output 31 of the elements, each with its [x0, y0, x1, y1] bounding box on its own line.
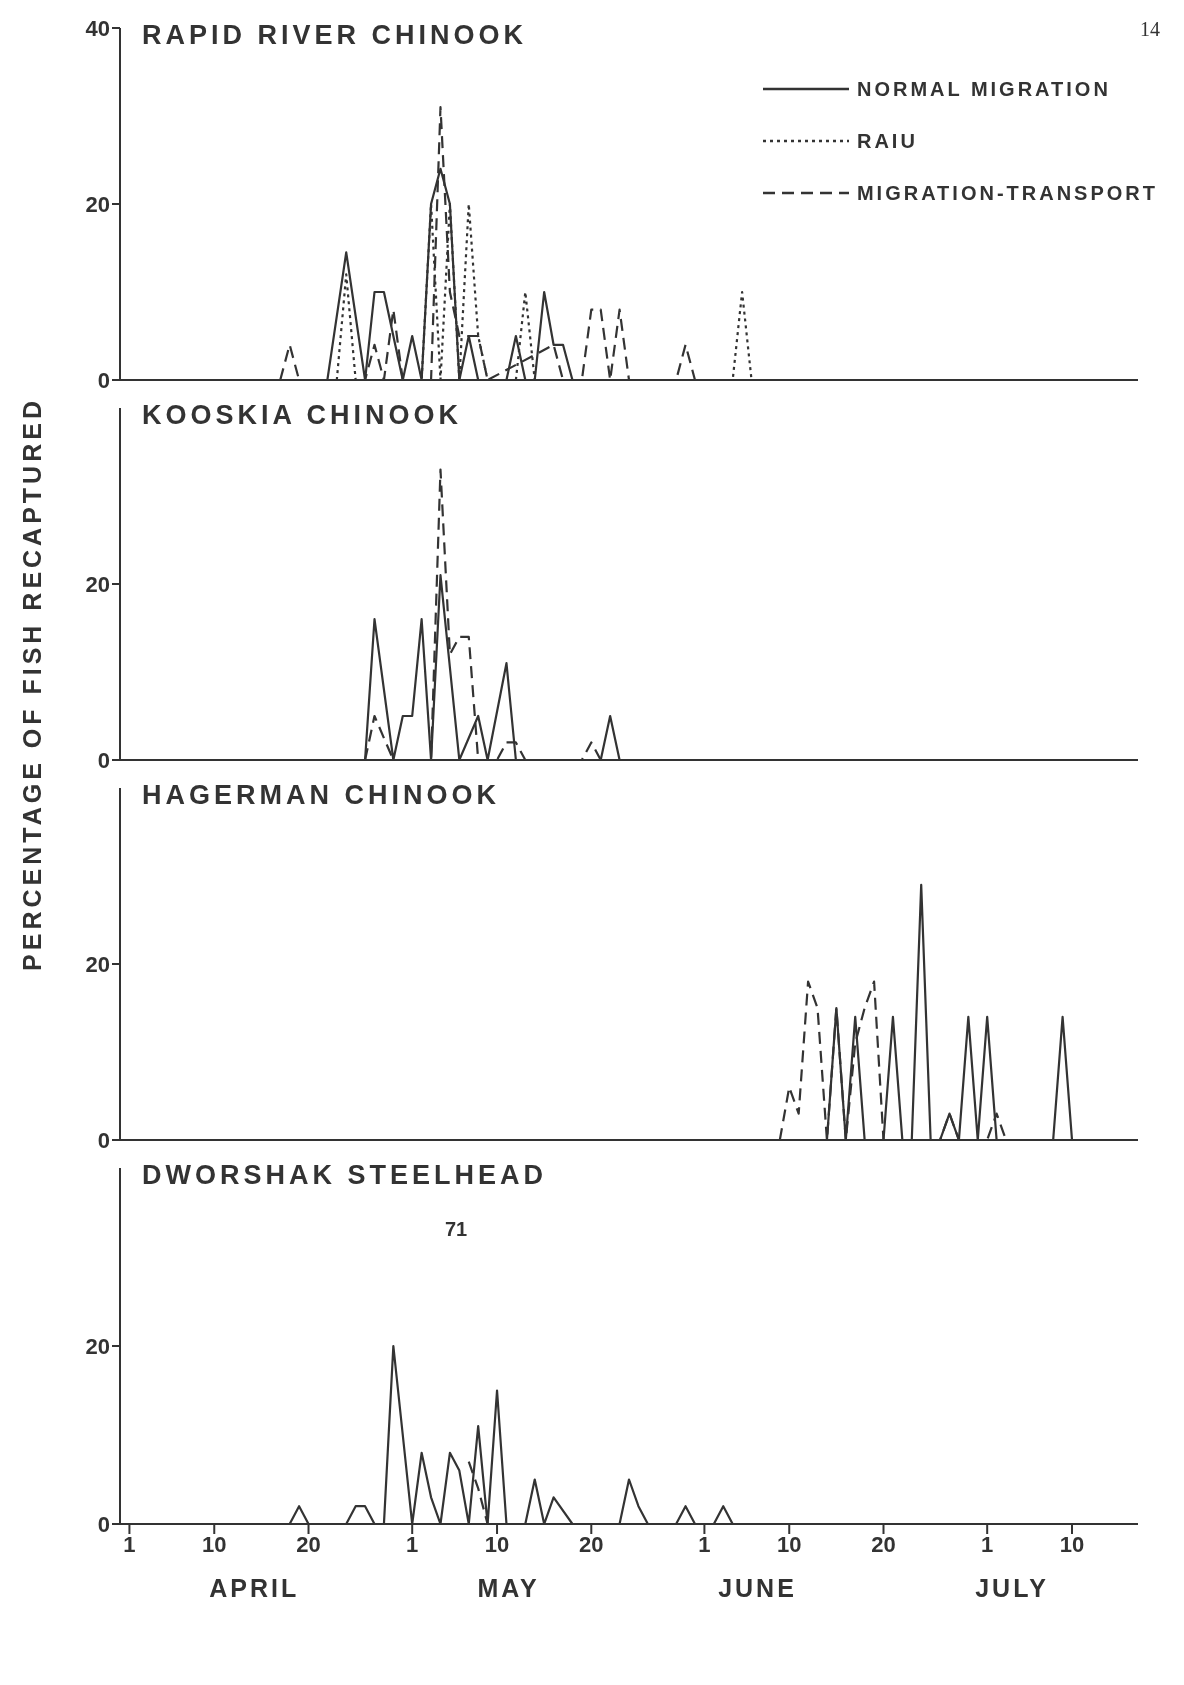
- y-tick-label: 20: [85, 1333, 110, 1359]
- x-tick-label: 1: [406, 1531, 419, 1557]
- x-tick-label: 10: [1059, 1531, 1085, 1557]
- text: APRIL MAY JUNE JULY: [209, 1574, 1049, 1602]
- y-tick-label: 0: [97, 747, 110, 773]
- x-tick-label: 10: [777, 1531, 802, 1557]
- chart-title: KOOSKIA CHINOOK: [142, 400, 463, 431]
- y-tick-label: 20: [85, 571, 110, 597]
- y-tick-label: 20: [85, 191, 110, 217]
- y-tick-label: 0: [97, 1127, 110, 1153]
- y-tick-label: 40: [85, 15, 110, 41]
- x-tick-label: 1: [981, 1531, 994, 1557]
- x-tick-label: 1: [123, 1531, 136, 1557]
- x-tick-label: 20: [296, 1531, 321, 1557]
- legend-label: NORMAL MIGRATION: [856, 77, 1111, 101]
- x-tick-label: 1: [698, 1531, 711, 1557]
- y-tick-label: 0: [97, 367, 110, 393]
- x-tick-label: 10: [484, 1531, 510, 1557]
- legend-label: RAIU: [856, 129, 918, 153]
- annotation: 71: [445, 1218, 468, 1240]
- chart-title: DWORSHAK STEELHEAD: [142, 1160, 548, 1191]
- chart-title: HAGERMAN CHINOOK: [142, 780, 500, 811]
- y-axis-title: PERCENTAGE OF FISH RECAPTURED: [17, 397, 47, 972]
- x-tick-label: 20: [579, 1531, 604, 1557]
- legend-label: MIGRATION-TRANSPORT: [856, 181, 1158, 205]
- x-tick-label: 20: [871, 1531, 896, 1557]
- y-tick-label: 0: [97, 1511, 110, 1537]
- text: 14: [1140, 18, 1160, 40]
- x-tick-label: 10: [202, 1531, 227, 1557]
- y-tick-label: 20: [85, 951, 110, 977]
- chart-title: RAPID RIVER CHINOOK: [142, 20, 528, 51]
